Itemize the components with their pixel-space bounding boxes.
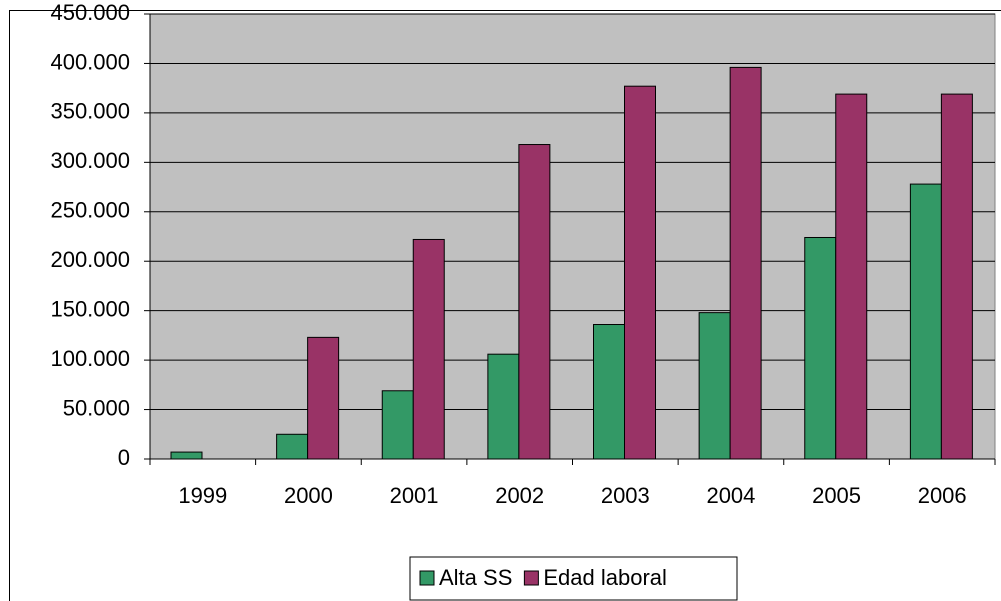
bar (593, 324, 625, 460)
y-tick-label: 50.000 (63, 395, 130, 420)
legend-swatch (523, 570, 539, 586)
y-tick-label: 150.000 (50, 296, 130, 321)
legend-swatch (419, 570, 435, 586)
y-tick-label: 350.000 (50, 99, 130, 124)
bar (804, 236, 837, 460)
bar (307, 336, 340, 460)
y-tick-label: 450.000 (50, 0, 130, 25)
bar (276, 433, 309, 460)
x-tick-label: 2000 (284, 483, 333, 508)
x-tick-label: 2004 (706, 483, 755, 508)
bar (412, 238, 445, 460)
x-tick-label: 2001 (390, 483, 439, 508)
bar (940, 93, 973, 460)
plot-area (149, 13, 996, 460)
y-tick-label: 200.000 (50, 247, 130, 272)
bar (835, 93, 868, 460)
legend-label: Edad laboral (543, 565, 667, 590)
y-tick-label: 100.000 (50, 346, 130, 371)
x-tick-label: 2003 (601, 483, 650, 508)
legend-label: Alta SS (439, 565, 512, 590)
legend (409, 556, 738, 601)
y-tick-label: 300.000 (50, 148, 130, 173)
y-tick-label: 0 (118, 445, 130, 470)
bar (381, 390, 414, 460)
x-tick-label: 1999 (178, 483, 227, 508)
y-tick-label: 400.000 (50, 49, 130, 74)
bar (698, 312, 731, 460)
bar (170, 451, 203, 460)
x-tick-label: 2006 (918, 483, 967, 508)
x-tick-label: 2005 (812, 483, 861, 508)
bar (487, 353, 520, 460)
bar (909, 183, 942, 460)
bar (518, 144, 551, 460)
bar (729, 66, 762, 460)
y-tick-label: 250.000 (50, 198, 130, 223)
bar (624, 85, 656, 460)
x-tick-label: 2002 (495, 483, 544, 508)
